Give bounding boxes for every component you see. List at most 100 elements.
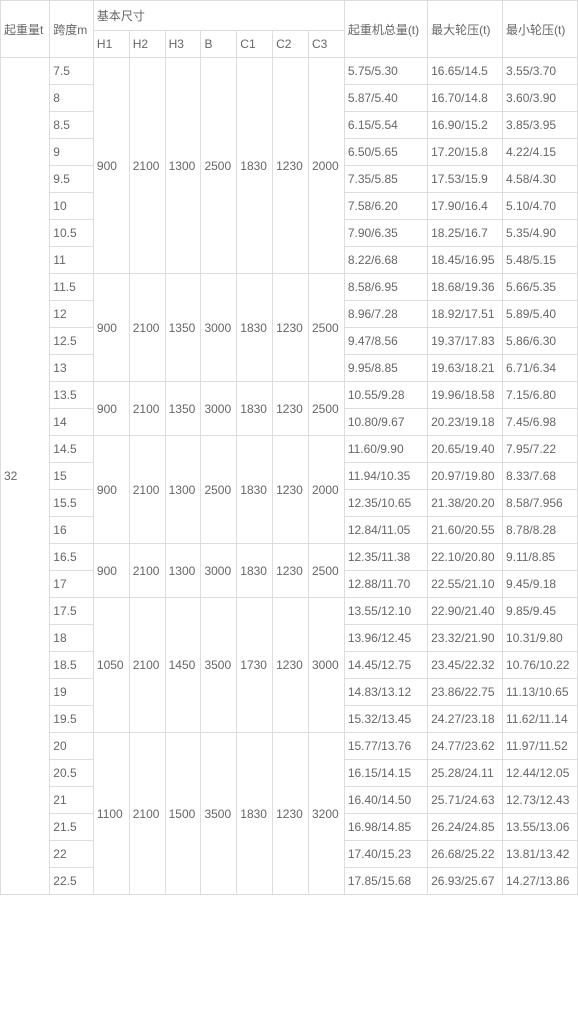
cell-dim-h1: 1050 [93,598,129,733]
cell-min: 13.81/13.42 [503,841,578,868]
col-c3: C3 [308,31,344,58]
cell-total: 12.88/11.70 [344,571,427,598]
cell-max: 18.45/16.95 [428,247,503,274]
cell-dim-c2: 1230 [273,274,309,382]
cell-dim-h1: 900 [93,58,129,274]
cell-total: 12.35/11.38 [344,544,427,571]
cell-max: 16.70/14.8 [428,85,503,112]
col-c1: C1 [237,31,273,58]
col-b: B [201,31,237,58]
cell-max: 26.24/24.85 [428,814,503,841]
cell-min: 5.66/5.35 [503,274,578,301]
header-row-1: 起重量t 跨度m 基本尺寸 起重机总量(t) 最大轮压(t) 最小轮压(t) [1,1,578,31]
cell-span: 8 [50,85,94,112]
cell-span: 20.5 [50,760,94,787]
crane-spec-table: 起重量t 跨度m 基本尺寸 起重机总量(t) 最大轮压(t) 最小轮压(t) H… [0,0,578,895]
cell-total: 11.94/10.35 [344,463,427,490]
col-h3: H3 [165,31,201,58]
cell-dim-h3: 1500 [165,733,201,895]
cell-dim-h2: 2100 [129,733,165,895]
cell-total: 17.40/15.23 [344,841,427,868]
table-row: 16.590021001300300018301230250012.35/11.… [1,544,578,571]
cell-total: 11.60/9.90 [344,436,427,463]
cell-total: 6.15/5.54 [344,112,427,139]
cell-span: 8.5 [50,112,94,139]
cell-min: 13.55/13.06 [503,814,578,841]
cell-span: 22 [50,841,94,868]
cell-max: 23.45/22.32 [428,652,503,679]
cell-dim-c1: 1830 [237,58,273,274]
cell-total: 16.40/14.50 [344,787,427,814]
cell-total: 8.58/6.95 [344,274,427,301]
cell-min: 5.10/4.70 [503,193,578,220]
cell-total: 5.75/5.30 [344,58,427,85]
cell-dim-c1: 1830 [237,544,273,598]
cell-min: 11.13/10.65 [503,679,578,706]
cell-min: 3.55/3.70 [503,58,578,85]
cell-total: 14.45/12.75 [344,652,427,679]
cell-span: 11 [50,247,94,274]
cell-min: 12.73/12.43 [503,787,578,814]
cell-span: 7.5 [50,58,94,85]
cell-span: 16 [50,517,94,544]
cell-dim-h1: 1100 [93,733,129,895]
cell-total: 13.96/12.45 [344,625,427,652]
cell-span: 9.5 [50,166,94,193]
cell-span: 12 [50,301,94,328]
cell-max: 22.55/21.10 [428,571,503,598]
cell-dim-c3: 3000 [308,598,344,733]
cell-span: 15.5 [50,490,94,517]
cell-min: 8.78/8.28 [503,517,578,544]
cell-span: 14 [50,409,94,436]
cell-min: 7.95/7.22 [503,436,578,463]
cell-span: 13 [50,355,94,382]
cell-max: 22.90/21.40 [428,598,503,625]
cell-dim-c2: 1230 [273,598,309,733]
table-row: 14.590021001300250018301230200011.60/9.9… [1,436,578,463]
cell-span: 21.5 [50,814,94,841]
cell-dim-h2: 2100 [129,58,165,274]
cell-total: 14.83/13.12 [344,679,427,706]
cell-span: 15 [50,463,94,490]
cell-dim-c1: 1830 [237,436,273,544]
cell-min: 6.71/6.34 [503,355,578,382]
cell-min: 8.33/7.68 [503,463,578,490]
cell-dim-c3: 2500 [308,382,344,436]
cell-total: 15.32/13.45 [344,706,427,733]
cell-dim-c2: 1230 [273,58,309,274]
cell-dim-b: 2500 [201,58,237,274]
col-lifting-capacity: 起重量t [1,1,50,58]
cell-span: 21 [50,787,94,814]
cell-span: 19 [50,679,94,706]
cell-total: 10.55/9.28 [344,382,427,409]
cell-dim-c3: 2500 [308,544,344,598]
cell-max: 25.71/24.63 [428,787,503,814]
cell-span: 12.5 [50,328,94,355]
table-body: 327.59002100130025001830123020005.75/5.3… [1,58,578,895]
cell-max: 18.92/17.51 [428,301,503,328]
cell-dim-h3: 1350 [165,382,201,436]
cell-span: 9 [50,139,94,166]
cell-dim-h3: 1450 [165,598,201,733]
cell-dim-h2: 2100 [129,544,165,598]
cell-span: 18 [50,625,94,652]
cell-dim-h2: 2100 [129,598,165,733]
cell-max: 17.53/15.9 [428,166,503,193]
cell-min: 3.60/3.90 [503,85,578,112]
cell-total: 6.50/5.65 [344,139,427,166]
cell-min: 7.15/6.80 [503,382,578,409]
cell-dim-h1: 900 [93,382,129,436]
cell-dim-c1: 1830 [237,733,273,895]
cell-min: 9.11/8.85 [503,544,578,571]
cell-dim-b: 3000 [201,382,237,436]
cell-max: 22.10/20.80 [428,544,503,571]
cell-max: 19.37/17.83 [428,328,503,355]
cell-min: 3.85/3.95 [503,112,578,139]
cell-total: 12.35/10.65 [344,490,427,517]
cell-dim-h1: 900 [93,436,129,544]
cell-min: 10.76/10.22 [503,652,578,679]
cell-min: 5.48/5.15 [503,247,578,274]
cell-total: 9.95/8.85 [344,355,427,382]
cell-max: 23.32/21.90 [428,625,503,652]
cell-total: 16.98/14.85 [344,814,427,841]
